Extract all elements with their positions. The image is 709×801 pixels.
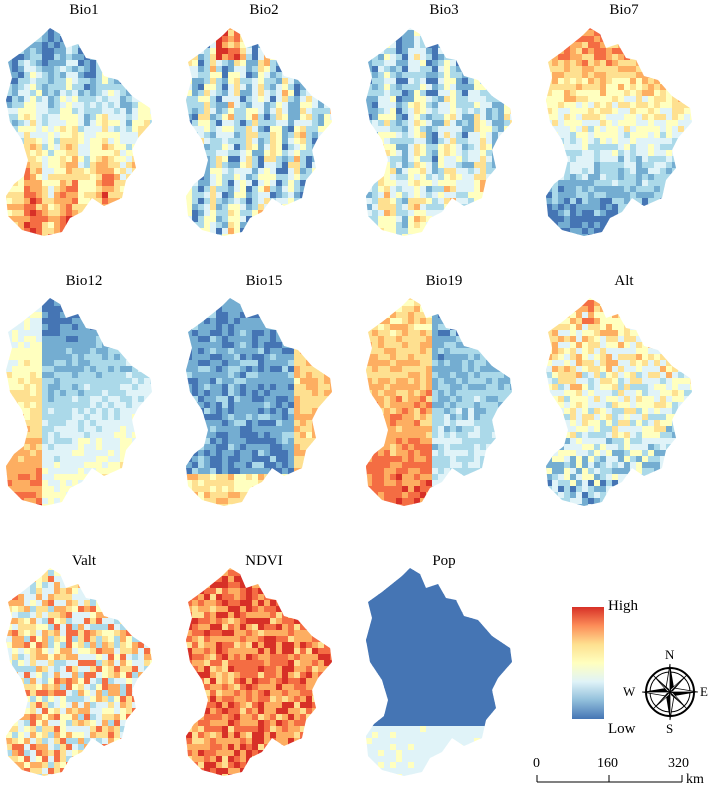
panel-title: Bio3 — [429, 2, 459, 18]
map-panel-bio19: Bio19 — [360, 270, 528, 520]
raster-cells — [186, 28, 332, 236]
raster-map — [6, 568, 152, 776]
panel-title: Bio12 — [65, 273, 103, 289]
panel-title: Bio15 — [245, 273, 283, 289]
legend-low-label: Low — [608, 721, 636, 737]
raster-map — [186, 298, 332, 506]
map-panel-bio7: Bio7 — [540, 0, 708, 250]
map-panel-alt: Alt — [540, 270, 708, 520]
raster-cells — [6, 28, 152, 236]
scale-tick-label: 160 — [597, 756, 618, 771]
north-arrow-compass: N S W E — [623, 647, 709, 736]
compass-east-label: E — [700, 684, 708, 699]
compass-west-label: W — [623, 684, 636, 699]
raster-cells — [546, 298, 692, 506]
raster-map — [186, 568, 332, 776]
panel-title: Valt — [71, 553, 97, 569]
map-panel-ndvi: NDVI — [180, 540, 348, 790]
color-legend: High Low — [572, 596, 638, 737]
panel-title: Bio2 — [249, 2, 279, 18]
map-panel-valt: Valt — [0, 540, 168, 790]
panel-title: Alt — [614, 273, 634, 289]
raster-cells — [366, 28, 512, 236]
compass-rose-icon — [641, 663, 699, 721]
raster-cells — [186, 298, 332, 506]
map-panel-bio15: Bio15 — [180, 270, 348, 520]
compass-south-label: S — [666, 721, 674, 736]
scale-tick-label: 320 — [668, 756, 689, 771]
raster-cells — [366, 298, 512, 506]
map-panel-pop: Pop — [360, 540, 528, 790]
raster-cells — [6, 298, 152, 506]
raster-map — [546, 28, 692, 236]
map-panel-bio1: Bio1 — [0, 0, 168, 250]
map-panel-bio12: Bio12 — [0, 270, 168, 520]
panel-title: Bio1 — [69, 2, 99, 18]
raster-map — [366, 568, 512, 776]
raster-cells — [186, 568, 332, 776]
compass-north-label: N — [665, 647, 675, 662]
raster-cells — [366, 568, 512, 776]
panel-title: NDVI — [245, 553, 283, 569]
raster-map — [6, 298, 152, 506]
panel-title: Bio7 — [609, 2, 639, 18]
scale-unit-label: km — [686, 772, 704, 787]
scale-bar: 0 160 320 km — [528, 756, 709, 798]
map-panel-bio3: Bio3 — [360, 0, 528, 250]
map-panel-bio2: Bio2 — [180, 0, 348, 250]
scale-bar-line — [536, 775, 683, 783]
panel-title: Pop — [432, 553, 456, 569]
raster-map — [366, 28, 512, 236]
panel-title: Bio19 — [425, 273, 463, 289]
raster-cells — [546, 28, 692, 236]
scale-tick-label: 0 — [533, 756, 540, 771]
legend-color-ramp — [572, 607, 604, 719]
legend-high-label: High — [608, 598, 638, 614]
raster-map — [186, 28, 332, 236]
raster-map — [546, 298, 692, 506]
raster-map — [366, 298, 512, 506]
raster-map — [6, 28, 152, 236]
raster-cells — [6, 568, 152, 776]
